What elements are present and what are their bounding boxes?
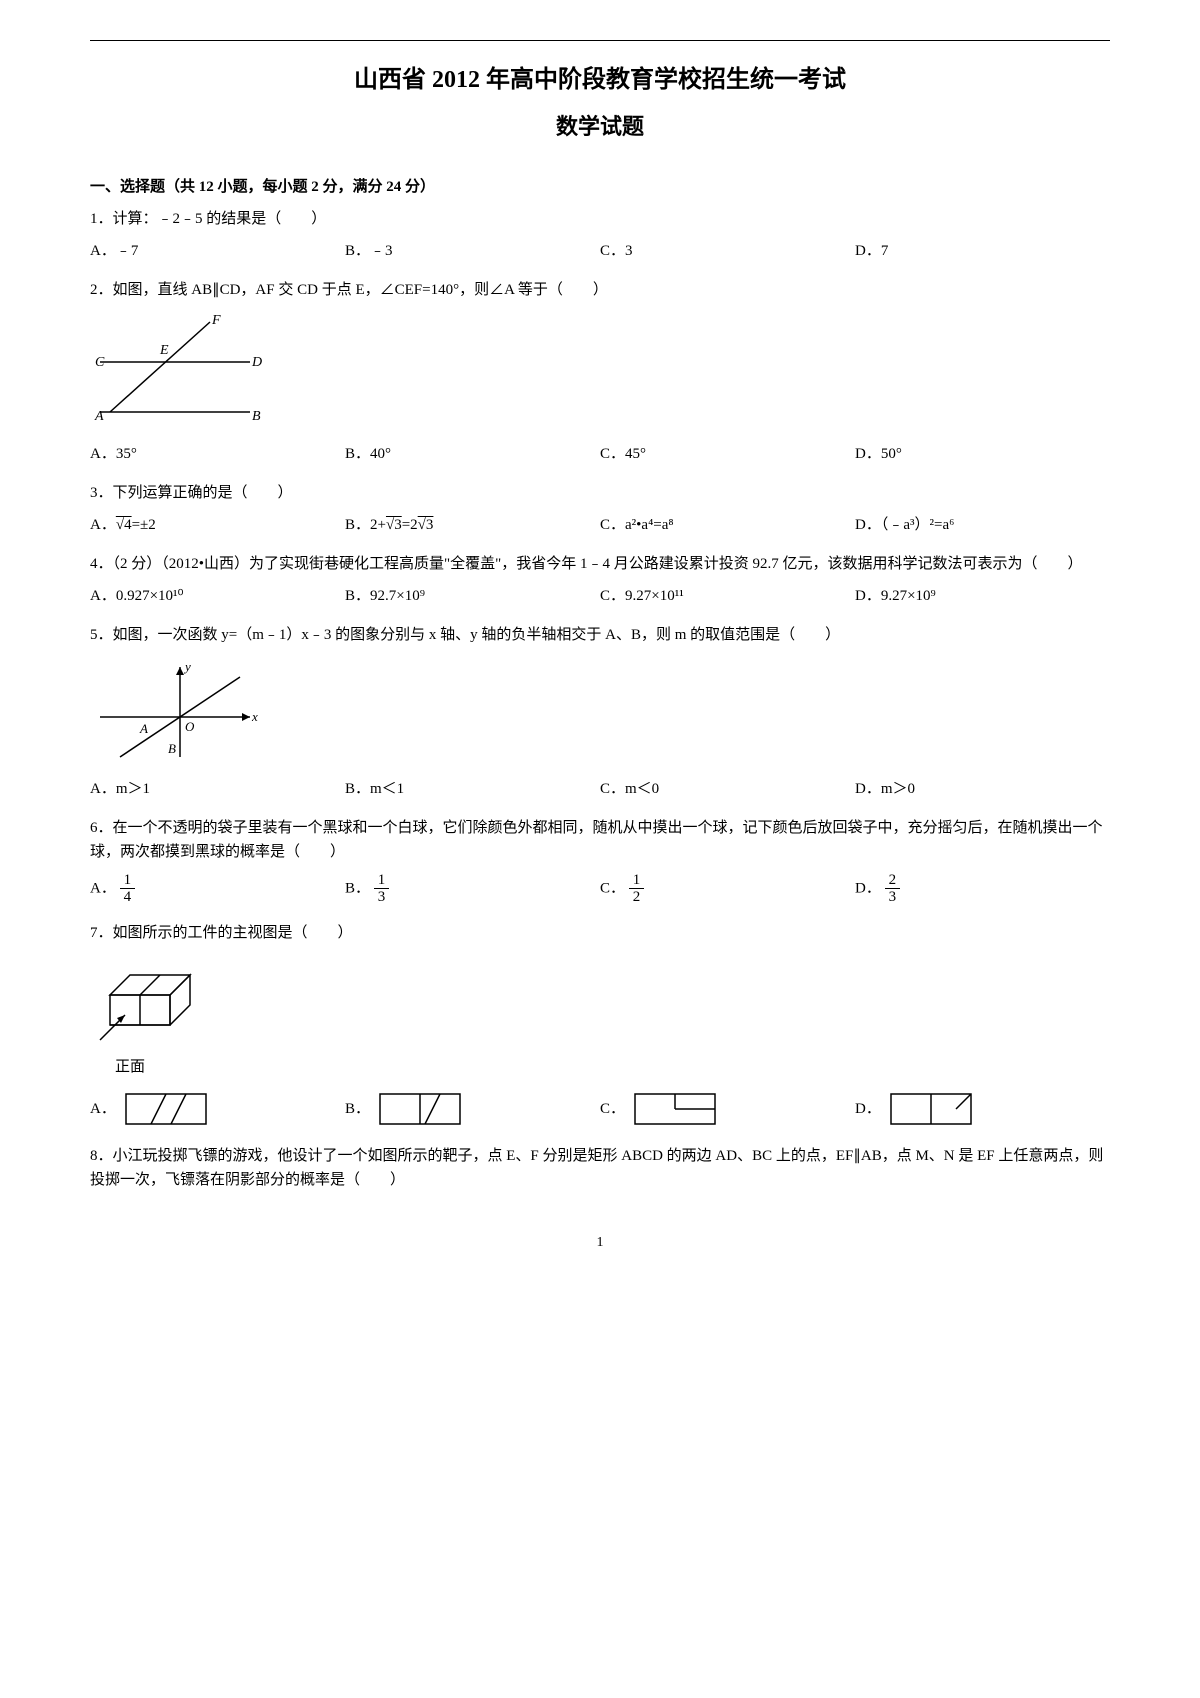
question-2: 2．如图，直线 AB∥CD，AF 交 CD 于点 E，∠CEF=140°，则∠A… bbox=[90, 278, 1110, 466]
q5-option-d: D．m＞0 bbox=[855, 777, 1110, 801]
q1-option-d: D．7 bbox=[855, 239, 1110, 263]
q2-label-c: C bbox=[95, 355, 105, 370]
q6-b-pre: B． bbox=[345, 880, 370, 896]
page-number: 1 bbox=[90, 1232, 1110, 1254]
q7-option-a: A． bbox=[90, 1089, 345, 1129]
question-3: 3．下列运算正确的是（ ） A．√4=±2 B．2+√3=2√3 C．a²•a⁴… bbox=[90, 481, 1110, 537]
q2-option-d: D．50° bbox=[855, 442, 1110, 466]
q7-front-label: 正面 bbox=[115, 1055, 1110, 1079]
q6-b-num: 1 bbox=[374, 872, 390, 890]
q1-option-b: B．﹣3 bbox=[345, 239, 600, 263]
q8-text: 8．小江玩投掷飞镖的游戏，他设计了一个如图所示的靶子，点 E、F 分别是矩形 A… bbox=[90, 1144, 1110, 1192]
q6-a-pre: A． bbox=[90, 880, 116, 896]
q1-option-c: C．3 bbox=[600, 239, 855, 263]
q6-option-a: A． 14 bbox=[90, 872, 345, 906]
q7-shape-d bbox=[886, 1089, 976, 1129]
page-title: 山西省 2012 年高中阶段教育学校招生统一考试 bbox=[90, 61, 1110, 99]
question-7: 7．如图所示的工件的主视图是（ ） 正面 A． B． bbox=[90, 921, 1110, 1129]
q5-figure: x y O A B bbox=[90, 657, 1110, 767]
q3-option-d: D．（﹣a³）²=a⁶ bbox=[855, 513, 1110, 537]
q7-shape-c bbox=[630, 1089, 720, 1129]
q6-options: A． 14 B． 13 C． 12 D． 23 bbox=[90, 872, 1110, 906]
q3-text: 3．下列运算正确的是（ ） bbox=[90, 481, 1110, 505]
q2-label-b: B bbox=[252, 409, 261, 424]
q5-label-y: y bbox=[183, 659, 191, 674]
q6-c-den: 2 bbox=[629, 889, 645, 906]
q3-option-a: A．√4=±2 bbox=[90, 513, 345, 537]
q1-options: A．﹣7 B．﹣3 C．3 D．7 bbox=[90, 239, 1110, 263]
q6-a-den: 4 bbox=[120, 889, 136, 906]
q5-options: A．m＞1 B．m＜1 C．m＜0 D．m＞0 bbox=[90, 777, 1110, 801]
header-divider bbox=[90, 40, 1110, 41]
q5-option-c: C．m＜0 bbox=[600, 777, 855, 801]
q3-a-pre: A． bbox=[90, 517, 116, 533]
q4-option-c: C．9.27×10¹¹ bbox=[600, 584, 855, 608]
q2-figure: C D A B E F bbox=[90, 312, 1110, 432]
q6-c-num: 1 bbox=[629, 872, 645, 890]
q6-d-num: 2 bbox=[885, 872, 901, 890]
q3-a-post: =±2 bbox=[132, 517, 156, 533]
q7-option-c: C． bbox=[600, 1089, 855, 1129]
q6-option-d: D． 23 bbox=[855, 872, 1110, 906]
q2-option-c: C．45° bbox=[600, 442, 855, 466]
q7-a-label: A． bbox=[90, 1097, 116, 1121]
q2-option-a: A．35° bbox=[90, 442, 345, 466]
q5-option-a: A．m＞1 bbox=[90, 777, 345, 801]
q2-text: 2．如图，直线 AB∥CD，AF 交 CD 于点 E，∠CEF=140°，则∠A… bbox=[90, 278, 1110, 302]
q2-option-b: B．40° bbox=[345, 442, 600, 466]
q6-text: 6．在一个不透明的袋子里装有一个黑球和一个白球，它们除颜色外都相同，随机从中摸出… bbox=[90, 816, 1110, 864]
q7-c-label: C． bbox=[600, 1097, 625, 1121]
q2-label-e: E bbox=[159, 343, 169, 358]
q1-text: 1．计算：﹣2﹣5 的结果是（ ） bbox=[90, 207, 1110, 231]
q7-option-b: B． bbox=[345, 1089, 600, 1129]
q7-d-label: D． bbox=[855, 1097, 881, 1121]
q6-a-num: 1 bbox=[120, 872, 136, 890]
q5-text: 5．如图，一次函数 y=（m﹣1）x﹣3 的图象分别与 x 轴、y 轴的负半轴相… bbox=[90, 623, 1110, 647]
q7-options: A． B． C． D． bbox=[90, 1089, 1110, 1129]
q4-option-b: B．92.7×10⁹ bbox=[345, 584, 600, 608]
q5-option-b: B．m＜1 bbox=[345, 777, 600, 801]
q4-option-d: D．9.27×10⁹ bbox=[855, 584, 1110, 608]
question-8: 8．小江玩投掷飞镖的游戏，他设计了一个如图所示的靶子，点 E、F 分别是矩形 A… bbox=[90, 1144, 1110, 1192]
q5-label-b: B bbox=[168, 741, 176, 756]
q3-b-pre: B．2+ bbox=[345, 517, 386, 533]
q7-figure: 正面 bbox=[90, 955, 1110, 1079]
q7-b-label: B． bbox=[345, 1097, 370, 1121]
q2-options: A．35° B．40° C．45° D．50° bbox=[90, 442, 1110, 466]
q6-c-pre: C． bbox=[600, 880, 625, 896]
q6-d-pre: D． bbox=[855, 880, 881, 896]
page-subtitle: 数学试题 bbox=[90, 109, 1110, 144]
section-title: 一、选择题（共 12 小题，每小题 2 分，满分 24 分） bbox=[90, 175, 1110, 199]
q6-b-den: 3 bbox=[374, 889, 390, 906]
q2-label-a: A bbox=[94, 409, 104, 424]
question-1: 1．计算：﹣2﹣5 的结果是（ ） A．﹣7 B．﹣3 C．3 D．7 bbox=[90, 207, 1110, 263]
q3-option-b: B．2+√3=2√3 bbox=[345, 513, 600, 537]
question-4: 4．（2 分）（2012•山西）为了实现街巷硬化工程高质量"全覆盖"，我省今年 … bbox=[90, 552, 1110, 608]
q6-option-c: C． 12 bbox=[600, 872, 855, 906]
q7-shape-a bbox=[121, 1089, 211, 1129]
q7-shape-b bbox=[375, 1089, 465, 1129]
q2-label-f: F bbox=[211, 313, 221, 328]
q2-label-d: D bbox=[251, 355, 262, 370]
q3-b-mid: =2 bbox=[402, 517, 418, 533]
question-5: 5．如图，一次函数 y=（m﹣1）x﹣3 的图象分别与 x 轴、y 轴的负半轴相… bbox=[90, 623, 1110, 801]
q3-options: A．√4=±2 B．2+√3=2√3 C．a²•a⁴=a⁸ D．（﹣a³）²=a… bbox=[90, 513, 1110, 537]
q7-text: 7．如图所示的工件的主视图是（ ） bbox=[90, 921, 1110, 945]
q4-options: A．0.927×10¹⁰ B．92.7×10⁹ C．9.27×10¹¹ D．9.… bbox=[90, 584, 1110, 608]
q6-d-den: 3 bbox=[885, 889, 901, 906]
q5-label-x: x bbox=[251, 709, 258, 724]
q5-label-a: A bbox=[139, 721, 148, 736]
q5-label-o: O bbox=[185, 719, 195, 734]
q3-option-c: C．a²•a⁴=a⁸ bbox=[600, 513, 855, 537]
q4-option-a: A．0.927×10¹⁰ bbox=[90, 584, 345, 608]
question-6: 6．在一个不透明的袋子里装有一个黑球和一个白球，它们除颜色外都相同，随机从中摸出… bbox=[90, 816, 1110, 906]
q4-text: 4．（2 分）（2012•山西）为了实现街巷硬化工程高质量"全覆盖"，我省今年 … bbox=[90, 552, 1110, 576]
q1-option-a: A．﹣7 bbox=[90, 239, 345, 263]
q6-option-b: B． 13 bbox=[345, 872, 600, 906]
q7-option-d: D． bbox=[855, 1089, 1110, 1129]
